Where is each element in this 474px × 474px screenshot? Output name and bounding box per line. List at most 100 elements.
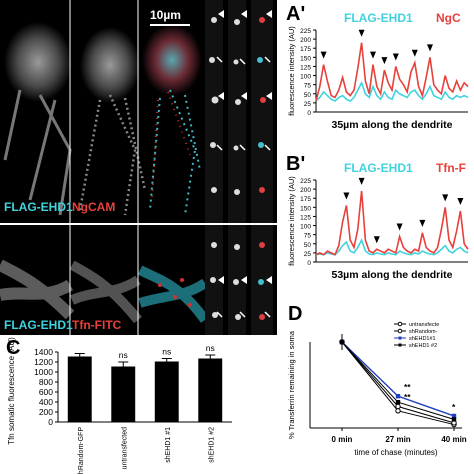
y-tick-label: 400 <box>39 397 53 407</box>
y-tick-label: 100 <box>300 74 311 81</box>
panel-letter: C <box>6 337 20 359</box>
peak-arrowhead <box>320 51 327 59</box>
y-tick-label: 225 <box>300 178 311 185</box>
micrograph-ehd1-top <box>3 22 72 216</box>
y-tick-label: 1000 <box>34 367 53 377</box>
micrograph-top-svg <box>3 0 273 223</box>
strip-2 <box>228 0 246 223</box>
legend-entry: untransfecte <box>409 322 439 328</box>
chart-d: D % Transferrin remaining in soma 0 min 27 … <box>287 303 467 457</box>
legend-marker <box>397 321 403 327</box>
peak-arrowhead <box>373 236 380 244</box>
y-tick-label: 150 <box>300 205 311 212</box>
significance-label: ** <box>404 382 411 392</box>
y-tick-label: 200 <box>300 187 311 194</box>
x-axis-label: time of chase (minutes) <box>354 448 437 457</box>
data-point <box>451 417 457 422</box>
legend-entry: FLAG-EHD1 <box>344 11 413 25</box>
legend-marker <box>397 328 403 334</box>
y-tick-label: 125 <box>300 64 311 71</box>
category-label: untransfected <box>121 427 128 470</box>
legend-entry: shRandom- <box>409 329 438 335</box>
significance-label: ns <box>119 350 128 360</box>
x-tick-label: 27 min <box>385 435 410 444</box>
peak-arrowhead <box>343 192 350 200</box>
x-tick-label: 40 min <box>441 435 466 444</box>
y-tick-label: 1400 <box>34 347 53 357</box>
series-line-NgC <box>315 42 469 102</box>
peak-arrowhead <box>419 219 426 227</box>
peak-arrowhead <box>370 51 376 59</box>
y-tick-label: 75 <box>304 83 312 90</box>
legend-marker <box>398 336 402 340</box>
bar-shEHD1 #1 <box>154 361 179 422</box>
series-line-FLAG-EHD1 <box>315 80 469 103</box>
peak-arrowhead <box>392 53 399 61</box>
peak-arrowhead <box>396 223 403 231</box>
micrograph-ngcam-top <box>78 27 147 216</box>
micrograph-bottom-svg <box>0 225 273 335</box>
x-axis-label: 35µm along the dendrite <box>332 119 453 131</box>
panel-letter: B' <box>286 153 305 175</box>
y-tick-label: 25 <box>304 251 312 258</box>
y-tick-label: 225 <box>300 28 311 35</box>
panel-letter: A' <box>286 3 305 25</box>
y-tick-label: 0 <box>48 417 53 427</box>
strip-3 <box>251 0 273 223</box>
y-tick-label: 800 <box>39 377 53 387</box>
y-tick-label: 50 <box>304 242 312 249</box>
micrograph-top-row <box>0 0 277 223</box>
y-axis-label: Tfn somatic fluorescence (AU) <box>7 337 16 445</box>
significance-label: ** <box>404 392 411 402</box>
significance-label: ns <box>206 343 215 353</box>
legend-entry: FLAG-EHD1 <box>344 161 413 175</box>
y-tick-label: 125 <box>300 214 311 221</box>
micrograph-merge-bottom <box>137 265 210 323</box>
legend-entry: shEHD1 #2 <box>409 343 437 349</box>
peak-arrowhead <box>427 44 433 52</box>
significance-label: ns <box>162 347 171 357</box>
peak-arrowhead <box>457 197 464 205</box>
x-axis-label: 53µm along the dendrite <box>332 269 453 281</box>
x-tick-label: 0 min <box>332 435 353 444</box>
data-point <box>451 413 457 419</box>
y-tick-label: 75 <box>304 233 312 240</box>
peak-arrowhead <box>358 177 365 185</box>
bottom-label-tfn: Tfn-FITC <box>72 318 122 332</box>
peak-arrowhead <box>358 29 365 37</box>
y-tick-label: 100 <box>300 224 311 231</box>
micrograph-bottom-row <box>0 225 277 335</box>
legend-entry: shEHD1#1 <box>409 336 436 342</box>
category-label: shRandom-GFP <box>78 427 85 474</box>
category-label: shEHD1 #2 <box>208 427 215 463</box>
scale-bar-label: 10µm <box>150 8 181 22</box>
micrograph-merge-top <box>142 24 202 216</box>
y-tick-label: 25 <box>304 101 312 108</box>
series-line-Tfn-F <box>315 190 469 256</box>
y-tick-label: 600 <box>39 387 53 397</box>
bottom-label-ehd1: FLAG-EHD1 <box>4 318 73 332</box>
bar-shRandom-GFP <box>67 356 92 422</box>
data-point <box>395 403 401 410</box>
micrograph-tfn-bottom <box>69 260 142 324</box>
bar-untransfected <box>111 366 136 422</box>
y-tick-label: 1200 <box>34 357 53 367</box>
top-label-ehd1: FLAG-EHD1 <box>4 200 73 214</box>
panel-letter: D <box>288 303 302 325</box>
y-tick-label: 0 <box>307 260 311 267</box>
legend-entry: Tfn-F <box>436 161 466 175</box>
strip-1 <box>205 0 223 223</box>
legend-marker <box>398 343 402 347</box>
y-axis-label: fluorescence intensity (AU) <box>287 26 296 116</box>
legend-entry: NgC <box>436 11 461 25</box>
y-tick-label: 150 <box>300 55 311 62</box>
y-tick-label: 175 <box>300 196 311 203</box>
data-point <box>395 393 401 399</box>
peak-arrowhead <box>381 57 388 65</box>
y-tick-label: 175 <box>300 46 311 53</box>
bar-shEHD1 #2 <box>198 358 223 422</box>
y-tick-label: 50 <box>304 92 312 99</box>
peak-arrowhead <box>442 194 449 202</box>
y-tick-label: 0 <box>307 110 311 117</box>
